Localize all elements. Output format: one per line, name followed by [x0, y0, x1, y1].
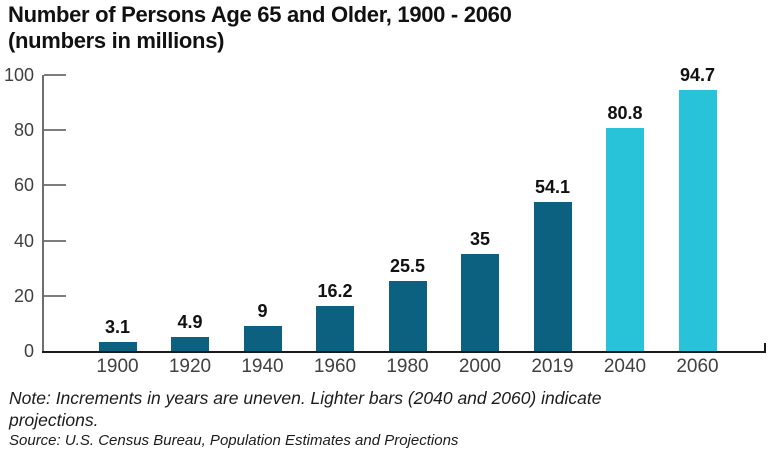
- bar: [171, 337, 209, 351]
- chart-note-line2: projections.: [9, 410, 99, 430]
- x-tick-label: 1960: [313, 356, 357, 377]
- y-tick-mark: [44, 184, 66, 187]
- bar-value-label: 94.7: [679, 65, 716, 85]
- bar-value-label: 3.1: [104, 317, 131, 337]
- y-tick-mark: [44, 129, 66, 132]
- chart-title-line2: (numbers in millions): [8, 28, 225, 53]
- y-tick-label: 20: [13, 285, 34, 306]
- x-tick-label: 2040: [603, 356, 647, 377]
- y-tick-mark: [44, 74, 66, 76]
- y-tick-label: 0: [23, 341, 34, 361]
- chart-note: Note: Increments in years are uneven. Li…: [9, 387, 669, 431]
- bar: [98, 342, 137, 351]
- chart-source: Source: U.S. Census Bureau, Population E…: [9, 432, 459, 449]
- chart-note-line1: Note: Increments in years are uneven. Li…: [9, 388, 602, 408]
- y-tick-mark: [44, 239, 66, 242]
- x-tick-label: 1920: [168, 356, 212, 377]
- x-tick-label: 1980: [386, 356, 429, 377]
- bar-value-label: 9: [257, 301, 268, 321]
- bar: [461, 254, 499, 351]
- y-tick-mark: [44, 294, 66, 297]
- bar: [388, 281, 427, 351]
- bar: [533, 202, 572, 351]
- x-tick-label: 2019: [531, 356, 574, 377]
- bar-value-label: 54.1: [534, 177, 571, 197]
- chart-title-line1: Number of Persons Age 65 and Older, 1900…: [8, 2, 512, 27]
- x-axis-end-tick: [764, 343, 766, 351]
- y-tick-label: 60: [13, 175, 34, 196]
- x-tick-label: 1900: [96, 356, 139, 377]
- bar-value-label: 35: [469, 229, 491, 249]
- bar-value-label: 16.2: [317, 281, 353, 301]
- chart-title: Number of Persons Age 65 and Older, 1900…: [8, 2, 512, 54]
- x-tick-label: 2000: [458, 356, 502, 377]
- y-tick-label: 100: [3, 65, 34, 85]
- y-tick-label: 40: [13, 230, 34, 251]
- x-tick-label: 2060: [676, 356, 719, 377]
- bar: [678, 90, 717, 351]
- bar-value-label: 80.8: [607, 103, 643, 123]
- x-axis-line: [42, 351, 766, 353]
- bar-value-label: 4.9: [177, 312, 203, 332]
- y-tick-label: 80: [13, 120, 34, 141]
- bar-value-label: 25.5: [389, 256, 426, 276]
- y-axis-line: [42, 75, 44, 353]
- bar: [243, 326, 282, 351]
- x-tick-label: 1940: [241, 356, 284, 377]
- bar: [606, 128, 644, 351]
- bar: [316, 306, 354, 351]
